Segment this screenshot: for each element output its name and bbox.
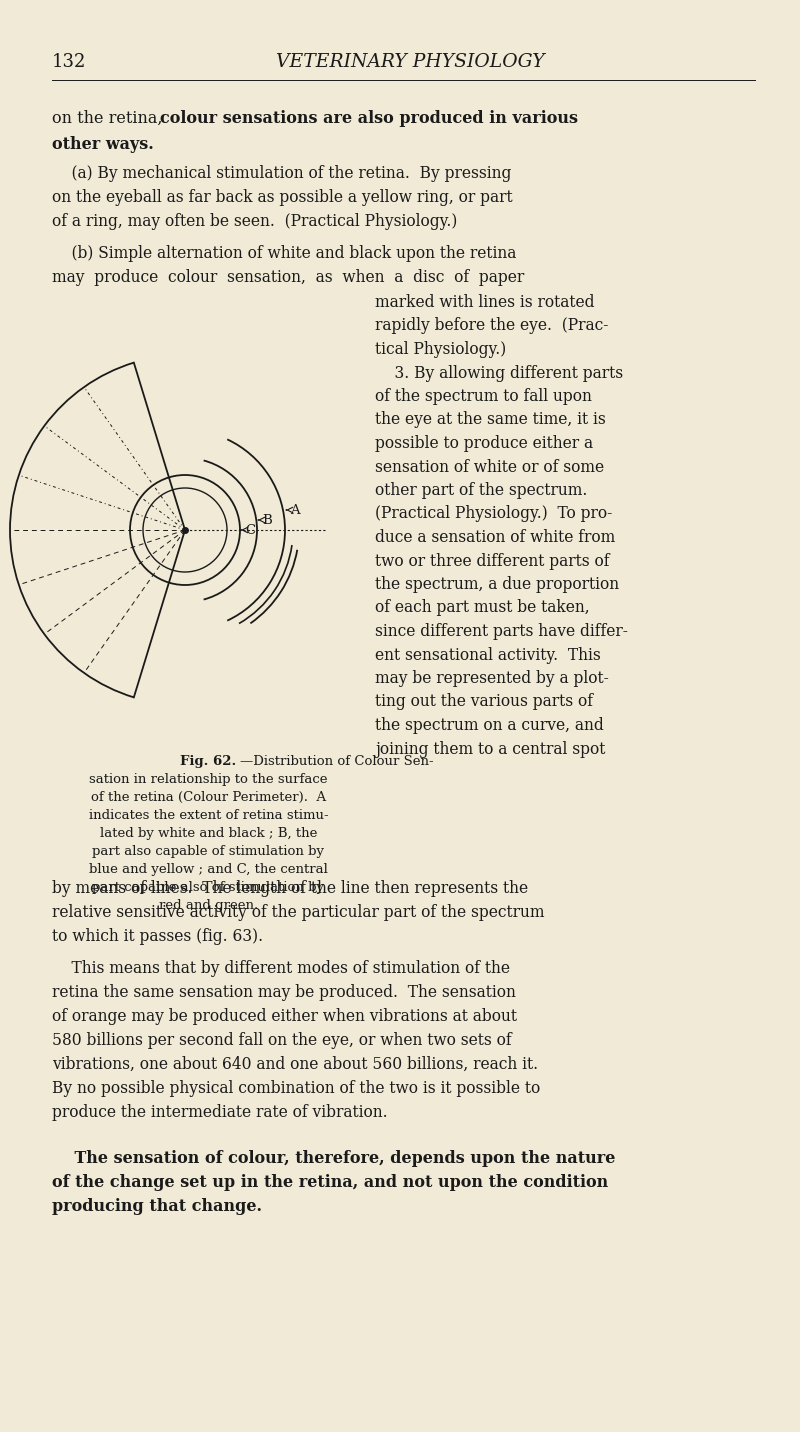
Text: vibrations, one about 640 and one about 560 billions, reach it.: vibrations, one about 640 and one about … [52,1055,538,1073]
Text: possible to produce either a: possible to produce either a [375,435,593,453]
Text: on the retina,: on the retina, [52,110,168,127]
Text: retina the same sensation may be produced.  The sensation: retina the same sensation may be produce… [52,984,516,1001]
Text: B: B [262,514,272,527]
Text: marked with lines is rotated: marked with lines is rotated [375,294,594,311]
Text: This means that by different modes of stimulation of the: This means that by different modes of st… [52,959,510,977]
Text: of orange may be produced either when vibrations at about: of orange may be produced either when vi… [52,1008,517,1025]
Text: 132: 132 [52,53,86,72]
Text: The sensation of colour, therefore, depends upon the nature: The sensation of colour, therefore, depe… [52,1150,615,1167]
Text: —Distribution of Colour Sen-: —Distribution of Colour Sen- [241,755,434,768]
Text: (a) By mechanical stimulation of the retina.  By pressing: (a) By mechanical stimulation of the ret… [52,165,511,182]
Text: colour sensations are also produced in various: colour sensations are also produced in v… [160,110,578,127]
Text: duce a sensation of white from: duce a sensation of white from [375,528,615,546]
Text: of a ring, may often be seen.  (Practical Physiology.): of a ring, may often be seen. (Practical… [52,213,458,231]
Text: part also capable of stimulation by: part also capable of stimulation by [93,845,325,858]
Text: sation in relationship to the surface: sation in relationship to the surface [90,773,328,786]
Text: by means of lines.  The length of the line then represents the: by means of lines. The length of the lin… [52,881,528,896]
Text: two or three different parts of: two or three different parts of [375,553,610,570]
Text: of the change set up in the retina, and not upon the condition: of the change set up in the retina, and … [52,1174,608,1191]
Text: C: C [245,524,255,537]
Text: on the eyeball as far back as possible a yellow ring, or part: on the eyeball as far back as possible a… [52,189,513,206]
Text: may  produce  colour  sensation,  as  when  a  disc  of  paper: may produce colour sensation, as when a … [52,269,524,286]
Text: A: A [290,504,300,517]
Text: blue and yellow ; and C, the central: blue and yellow ; and C, the central [89,863,328,876]
Text: indicates the extent of retina stimu-: indicates the extent of retina stimu- [89,809,328,822]
Text: tical Physiology.): tical Physiology.) [375,341,506,358]
Text: red and green.: red and green. [159,899,258,912]
Text: By no possible physical combination of the two is it possible to: By no possible physical combination of t… [52,1080,540,1097]
Text: other part of the spectrum.: other part of the spectrum. [375,483,587,498]
Text: of each part must be taken,: of each part must be taken, [375,600,590,617]
Text: ting out the various parts of: ting out the various parts of [375,693,593,710]
Text: other ways.: other ways. [52,136,154,153]
Text: 3. By allowing different parts: 3. By allowing different parts [375,365,623,381]
Text: lated by white and black ; B, the: lated by white and black ; B, the [100,828,317,841]
Text: VETERINARY PHYSIOLOGY: VETERINARY PHYSIOLOGY [276,53,544,72]
Text: produce the intermediate rate of vibration.: produce the intermediate rate of vibrati… [52,1104,388,1121]
Text: relative sensitive activity of the particular part of the spectrum: relative sensitive activity of the parti… [52,904,545,921]
Text: ent sensational activity.  This: ent sensational activity. This [375,646,601,663]
Text: may be represented by a plot-: may be represented by a plot- [375,670,609,687]
Text: the eye at the same time, it is: the eye at the same time, it is [375,411,606,428]
Text: since different parts have differ-: since different parts have differ- [375,623,628,640]
Text: to which it passes (fig. 63).: to which it passes (fig. 63). [52,928,263,945]
Text: joining them to a central spot: joining them to a central spot [375,740,606,758]
Text: producing that change.: producing that change. [52,1199,262,1214]
Text: of the spectrum to fall upon: of the spectrum to fall upon [375,388,592,405]
Text: the spectrum, a due proportion: the spectrum, a due proportion [375,576,619,593]
Text: the spectrum on a curve, and: the spectrum on a curve, and [375,717,604,735]
Text: Fig. 62.: Fig. 62. [180,755,237,768]
Text: (Practical Physiology.)  To pro-: (Practical Physiology.) To pro- [375,505,612,523]
Text: of the retina (Colour Perimeter).  A: of the retina (Colour Perimeter). A [91,790,326,803]
Text: rapidly before the eye.  (Prac-: rapidly before the eye. (Prac- [375,318,608,335]
Text: 580 billions per second fall on the eye, or when two sets of: 580 billions per second fall on the eye,… [52,1032,512,1050]
Text: sensation of white or of some: sensation of white or of some [375,458,604,475]
Text: (b) Simple alternation of white and black upon the retina: (b) Simple alternation of white and blac… [52,245,516,262]
Text: part capable also of stimulation by: part capable also of stimulation by [93,881,325,894]
